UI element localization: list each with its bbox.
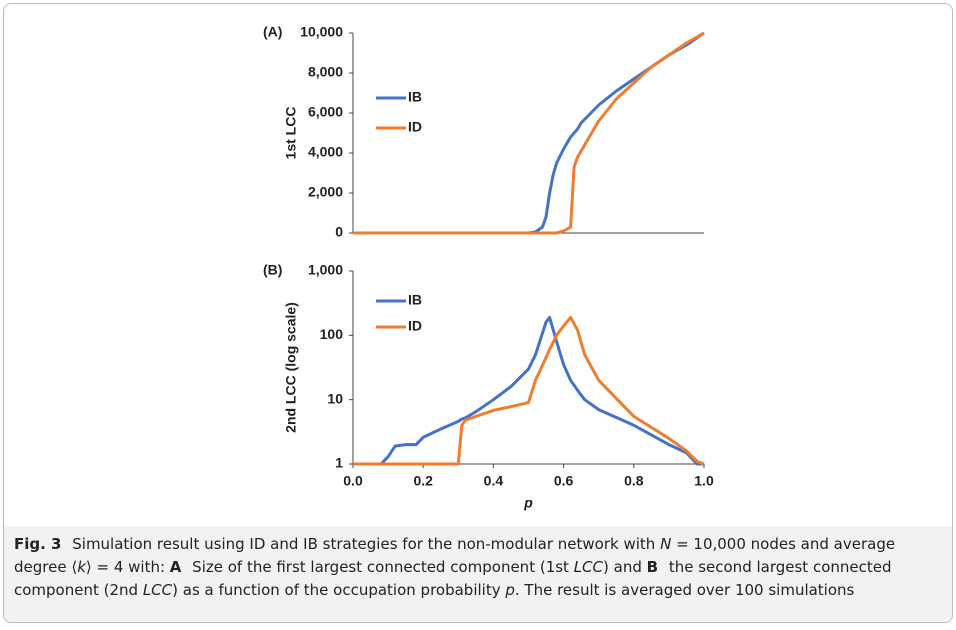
chart: (A) 1st LCC 0 2,000 4,000 6,000 8,000 10,000 IB I…	[263, 24, 714, 511]
series-line	[353, 315, 704, 466]
panel-label: (B)	[263, 262, 282, 278]
y-tick-label: 0	[335, 224, 343, 240]
y-tick-label: 10,000	[300, 24, 343, 40]
x-tick-label: 0.2	[413, 473, 433, 489]
caption-text: LCC	[142, 581, 173, 599]
y-axis-label: 1st LCC	[283, 107, 299, 160]
caption-text: ) as a function of the occupation probab…	[172, 581, 506, 599]
caption-text: Simulation result using ID and IB strate…	[67, 535, 661, 553]
legend-label: ID	[408, 119, 422, 135]
panel-label: (A)	[263, 24, 282, 40]
caption-text: ) and	[603, 558, 647, 576]
x-axis-label: p	[523, 495, 533, 511]
y-tick-label: 6,000	[308, 104, 343, 120]
caption-text: . The result is averaged over 100 simula…	[514, 581, 855, 599]
y-tick-label: 4,000	[308, 144, 343, 160]
legend-label: IB	[408, 89, 422, 105]
x-tick-label: 0.4	[484, 473, 504, 489]
caption-text: B	[646, 558, 659, 576]
caption-text: k	[77, 558, 86, 576]
caption-text: = 10,000 nodes and average degree ⟨	[14, 535, 896, 576]
y-axis-label: 2nd LCC (log scale)	[283, 302, 299, 433]
figure: (A) 1st LCC 0 2,000 4,000 6,000 8,000 10,000 IB I…	[3, 3, 953, 623]
series-line	[353, 31, 705, 235]
y-tick-label: 2,000	[308, 184, 343, 200]
y-tick-label: 1	[335, 455, 343, 471]
caption-text: Size of the first largest connected comp…	[187, 558, 574, 576]
caption-text: LCC	[573, 558, 604, 576]
legend-label: IB	[408, 292, 422, 308]
y-tick-label: 10	[327, 390, 343, 406]
caption-text: Fig. 3	[14, 535, 62, 553]
x-tick-label: 0.6	[554, 473, 574, 489]
caption-text: ⟩ = 4 with:	[85, 558, 170, 576]
x-tick-label: 0.8	[624, 473, 644, 489]
series-line	[353, 31, 705, 235]
series-line	[353, 315, 705, 466]
caption-text: the second largest connected component (…	[14, 558, 892, 599]
y-tick-label: 100	[320, 326, 344, 342]
y-tick-label: 1,000	[308, 262, 343, 278]
caption-text: p	[505, 581, 515, 599]
legend-label: ID	[408, 318, 422, 334]
y-tick-label: 8,000	[308, 64, 343, 80]
caption-text: N	[660, 535, 672, 553]
x-tick-label: 0.0	[343, 473, 363, 489]
x-tick-label: 1.0	[694, 473, 714, 489]
caption-text: A	[169, 558, 182, 576]
caption: Fig. 3 Simulation result using ID and IB…	[4, 526, 952, 622]
